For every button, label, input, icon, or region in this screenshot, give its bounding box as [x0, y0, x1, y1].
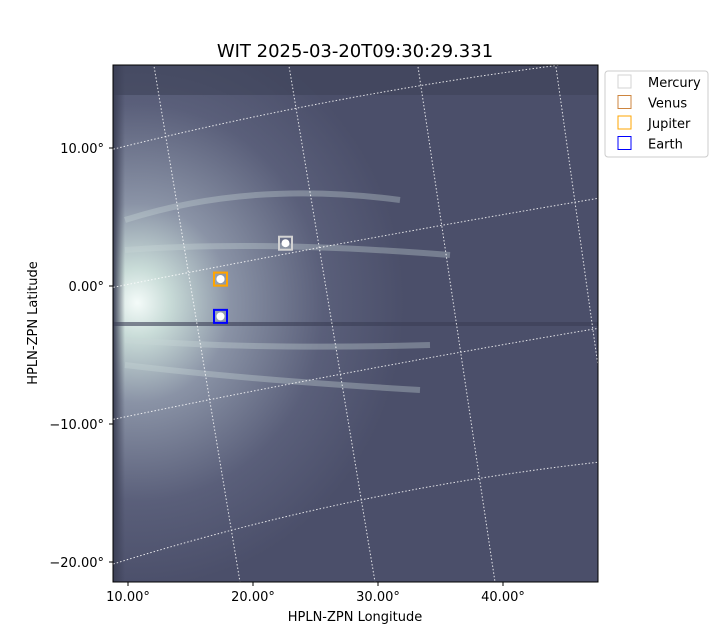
planet-markers — [213, 235, 293, 324]
earth-point — [216, 312, 225, 321]
x-tick-label: 40.00° — [481, 590, 525, 605]
legend-swatch-venus — [617, 95, 632, 109]
mercury-point — [281, 239, 290, 248]
x-axis-label: HPLN-ZPN Longitude — [288, 610, 423, 625]
streamers — [124, 190, 451, 393]
x-tick-label: 10.00° — [106, 590, 150, 605]
x-ticks: 10.00° 20.00° 30.00° 40.00° — [106, 582, 525, 605]
y-axis-label: HPLN-ZPN Latitude — [26, 261, 41, 384]
legend-swatch-earth — [617, 136, 632, 150]
jupiter-point — [216, 275, 225, 284]
y-tick-label: −10.00° — [49, 418, 104, 433]
legend-label-earth: Earth — [648, 138, 683, 153]
legend-label-mercury: Mercury — [648, 76, 701, 91]
x-tick-label: 20.00° — [231, 590, 275, 605]
jupiter-marker — [213, 271, 228, 287]
y-ticks: 10.00° 0.00° −10.00° −20.00° — [49, 142, 113, 571]
y-tick-label: 10.00° — [60, 142, 104, 157]
legend-swatch-jupiter — [617, 115, 632, 130]
image-layer — [113, 65, 598, 582]
chart-title: WIT 2025-03-20T09:30:29.331 — [217, 41, 493, 62]
legend-label-jupiter: Jupiter — [647, 117, 691, 132]
mercury-marker — [278, 235, 293, 251]
earth-marker — [213, 308, 228, 324]
legend-swatch-mercury — [617, 74, 632, 89]
legend: Mercury Venus Jupiter Earth — [604, 70, 709, 158]
axes-frame — [112, 64, 599, 583]
y-tick-label: 0.00° — [69, 280, 104, 295]
y-tick-label: −20.00° — [49, 556, 104, 571]
grid-lines — [113, 65, 598, 582]
x-tick-label: 30.00° — [356, 590, 400, 605]
legend-label-venus: Venus — [648, 97, 687, 112]
